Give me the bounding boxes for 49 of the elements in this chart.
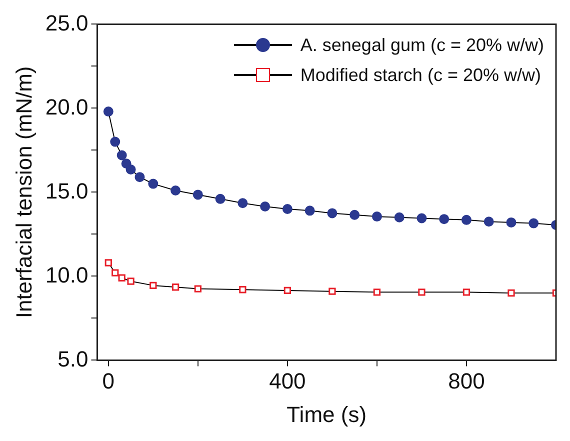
point xyxy=(282,204,292,214)
point xyxy=(192,190,203,200)
point xyxy=(134,172,145,182)
point xyxy=(350,210,360,220)
point xyxy=(506,217,516,228)
point xyxy=(284,286,292,294)
legend-label: Modified starch (c = 20% w/w) xyxy=(300,64,541,86)
point xyxy=(148,178,158,189)
point xyxy=(462,288,470,296)
point xyxy=(118,274,126,282)
point xyxy=(170,186,181,196)
point xyxy=(418,288,426,296)
legend-label: A. senegal gum (c = 20% w/w) xyxy=(300,34,544,56)
point xyxy=(439,214,450,224)
point xyxy=(327,208,338,218)
y-tick-label: 25.0 xyxy=(45,10,88,36)
x-tick-label: 0 xyxy=(102,368,115,394)
point xyxy=(116,150,127,160)
point xyxy=(126,164,136,175)
y-tick-label: 5.0 xyxy=(58,346,88,372)
point xyxy=(304,206,315,216)
point xyxy=(150,282,157,290)
point xyxy=(461,214,472,225)
x-axis-title: Time (s) xyxy=(286,402,367,427)
point xyxy=(239,286,246,294)
x-tick-label: 800 xyxy=(448,368,485,394)
point xyxy=(194,285,202,292)
point xyxy=(103,106,114,117)
point xyxy=(172,284,180,291)
point xyxy=(508,289,515,297)
point xyxy=(127,278,134,285)
point xyxy=(238,198,248,208)
y-tick-label: 20.0 xyxy=(45,94,88,120)
y-tick-label: 10.0 xyxy=(45,262,88,288)
point xyxy=(416,213,427,224)
point xyxy=(112,269,119,276)
x-tick-label: 400 xyxy=(269,368,306,394)
point xyxy=(104,259,112,266)
point xyxy=(110,136,120,147)
point xyxy=(372,212,382,222)
point xyxy=(328,288,336,295)
y-tick-label: 15.0 xyxy=(45,178,88,204)
point xyxy=(484,216,494,227)
point xyxy=(215,194,226,204)
point xyxy=(394,212,404,222)
point xyxy=(373,288,381,296)
point xyxy=(260,201,270,212)
y-axis-title: Interfacial tension (mN/m) xyxy=(11,66,36,318)
point xyxy=(528,218,539,228)
